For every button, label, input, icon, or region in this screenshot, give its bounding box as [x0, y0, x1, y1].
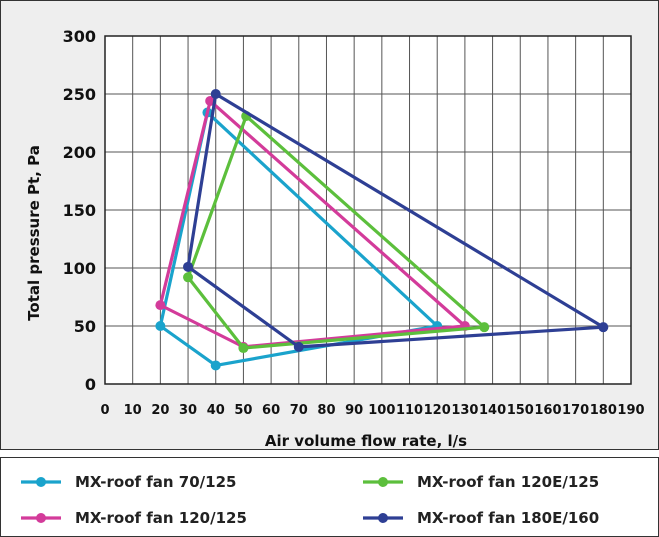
data-point	[238, 343, 249, 354]
legend-item-mx-roof-fan-180E-160: MX-roof fan 180E/160	[361, 506, 599, 530]
legend-item-mx-roof-fan-70-125: MX-roof fan 70/125	[19, 470, 236, 494]
data-point	[598, 322, 609, 333]
series-layer	[155, 89, 609, 371]
x-tick-label: 0	[100, 403, 109, 418]
x-tick-label: 70	[290, 403, 308, 418]
x-tick-label: 150	[507, 403, 534, 418]
tick-labels: 0 10 20 30 40 50 60 70 80 90 100 110 120 130 140 150 160…	[63, 27, 645, 418]
x-tick-label: 20	[151, 403, 169, 418]
data-point	[183, 272, 194, 283]
y-tick-label: 200	[63, 143, 96, 162]
legend-label: MX-roof fan 70/125	[75, 473, 237, 491]
legend-item-mx-roof-fan-120E-125: MX-roof fan 120E/125	[361, 470, 599, 494]
data-point	[210, 89, 221, 99]
series-0	[155, 107, 443, 371]
x-tick-label: 120	[424, 403, 451, 418]
x-tick-label: 180	[590, 403, 617, 418]
x-axis-label: Air volume flow rate, l/s	[265, 432, 467, 449]
data-point	[183, 261, 194, 272]
y-tick-label: 150	[63, 201, 96, 220]
legend-swatch	[19, 470, 63, 494]
x-tick-label: 130	[451, 403, 478, 418]
chart-panel: 0 10 20 30 40 50 60 70 80 90 100 110 120 130 140 150 160…	[0, 0, 659, 450]
y-tick-label: 250	[63, 85, 96, 104]
data-point	[155, 321, 166, 331]
legend-dot	[378, 477, 388, 487]
x-tick-label: 140	[479, 403, 506, 418]
data-point	[293, 341, 304, 352]
legend-item-mx-roof-fan-120-125: MX-roof fan 120/125	[19, 506, 247, 530]
legend-marker	[363, 477, 403, 487]
legend-swatch	[361, 506, 405, 530]
legend-marker	[21, 477, 61, 487]
x-tick-label: 90	[345, 403, 363, 418]
legend-dot	[36, 513, 46, 523]
x-tick-label: 100	[368, 403, 395, 418]
legend-dot	[378, 513, 388, 523]
x-tick-label: 60	[262, 403, 280, 418]
y-tick-label: 300	[63, 27, 96, 46]
legend-swatch	[19, 506, 63, 530]
legend-swatch	[361, 470, 405, 494]
legend-label: MX-roof fan 180E/160	[417, 509, 600, 527]
x-tick-label: 110	[396, 403, 423, 418]
y-axis-label: Total pressure Pt, Pa	[25, 145, 43, 321]
data-point	[479, 322, 490, 333]
series-3	[183, 89, 609, 352]
y-tick-label: 50	[74, 317, 96, 336]
legend-marker	[363, 513, 403, 523]
y-tick-label: 0	[85, 375, 96, 394]
legend-label: MX-roof fan 120/125	[75, 509, 247, 527]
legend-marker	[21, 513, 61, 523]
legend-label: MX-roof fan 120E/125	[417, 473, 600, 491]
x-tick-label: 160	[534, 403, 561, 418]
x-tick-label: 190	[617, 403, 644, 418]
x-tick-label: 80	[317, 403, 335, 418]
y-tick-label: 100	[63, 259, 96, 278]
data-point	[155, 300, 166, 311]
x-tick-label: 10	[124, 403, 142, 418]
x-tick-label: 50	[234, 403, 252, 418]
data-point	[210, 360, 221, 371]
legend: MX-roof fan 70/125 MX-roof fan 120E/125 …	[0, 457, 659, 537]
legend-dot	[36, 477, 46, 487]
x-tick-label: 40	[207, 403, 225, 418]
x-tick-label: 30	[179, 403, 197, 418]
x-tick-label: 170	[562, 403, 589, 418]
chart-svg: 0 10 20 30 40 50 60 70 80 90 100 110 120 130 140 150 160…	[25, 27, 645, 450]
plot-border	[104, 35, 632, 385]
